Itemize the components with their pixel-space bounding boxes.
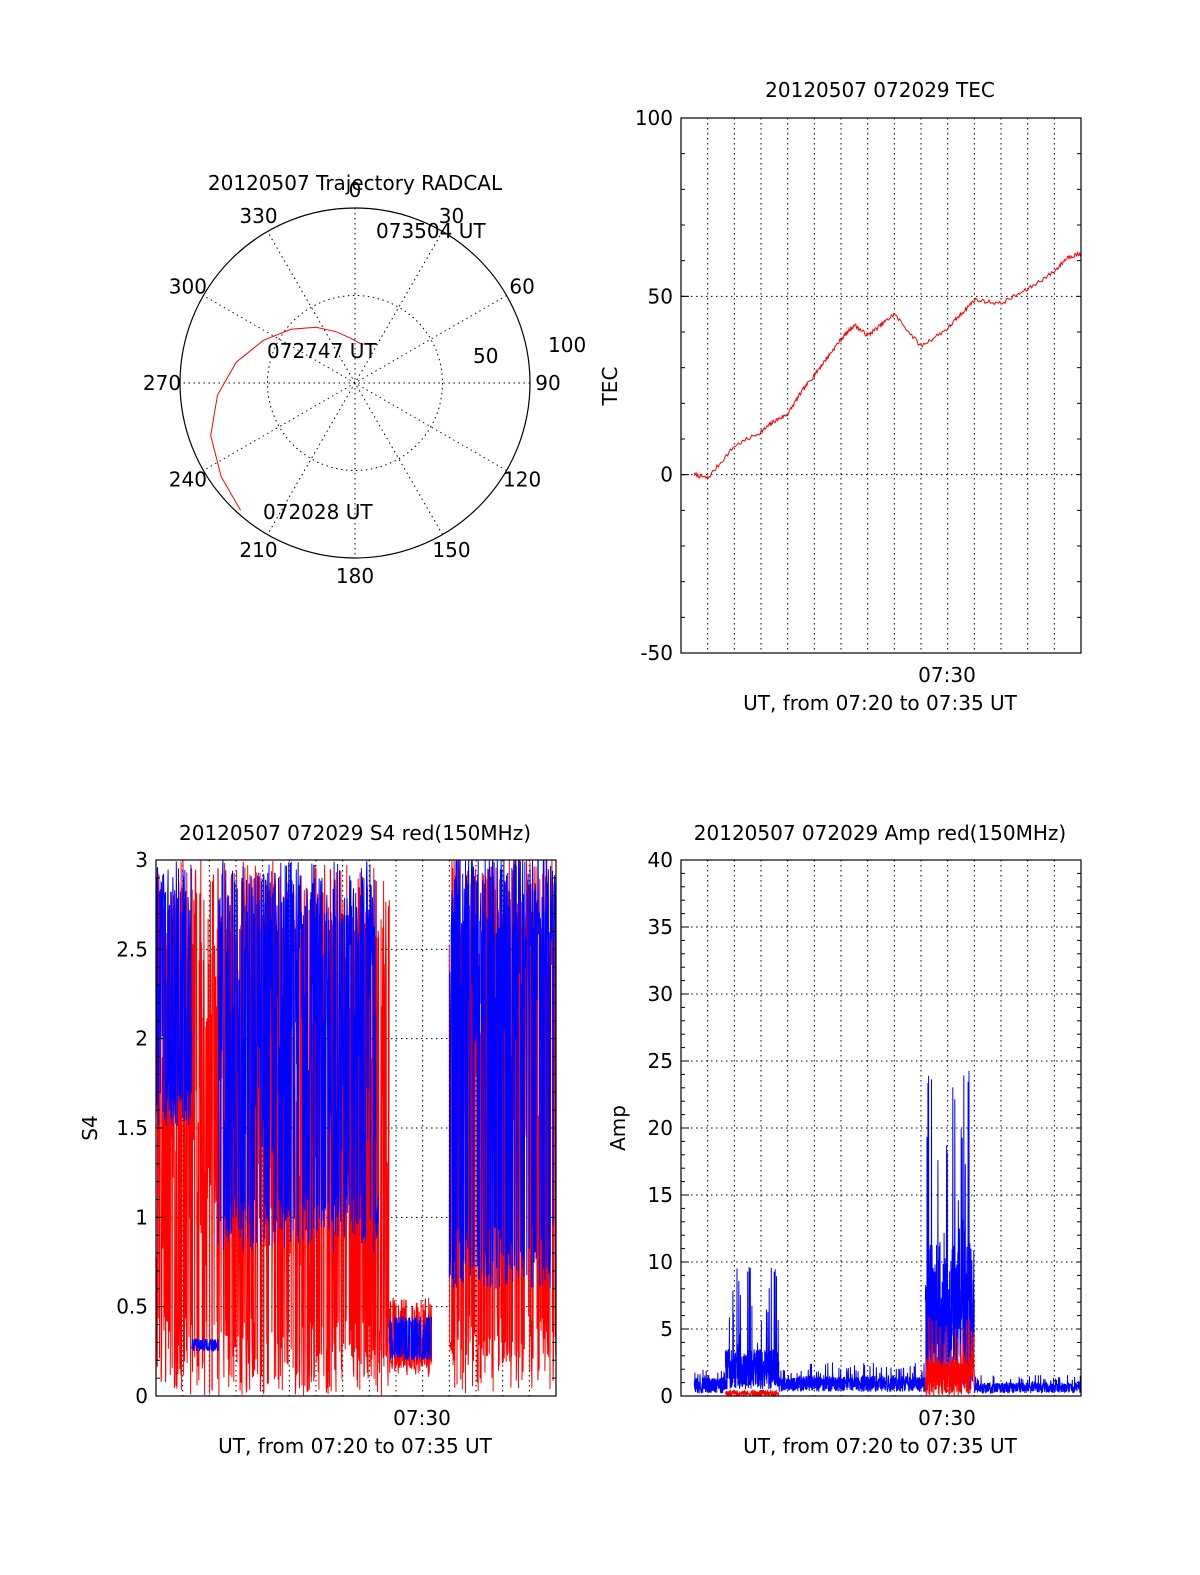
polar-angle-label: 270 [143, 371, 181, 395]
s4-x-tick-label: 07:30 [393, 1406, 451, 1430]
polar-angle-label: 30 [439, 204, 464, 228]
trajectory-end-time: 073504 UT [376, 219, 486, 243]
s4-title: 20120507 072029 S4 red(150MHz) [179, 821, 531, 845]
y-tick-label: 25 [648, 1049, 673, 1073]
polar-angle-label: 0 [349, 178, 362, 202]
amp-series-blue [693, 1070, 1082, 1395]
polar-inner-ring [267, 295, 443, 471]
y-tick-label: 50 [648, 284, 673, 308]
polar-angle-label: 300 [169, 275, 207, 299]
tec-plot: 20120507 072029 TEC -50 0 50 100 07:30 UT, … [598, 78, 1082, 715]
amp-x-tick-label: 07:30 [918, 1406, 976, 1430]
trajectory-start-time: 072028 UT [263, 500, 373, 524]
y-tick-label: 0 [135, 1384, 148, 1408]
s4-x-axis-label: UT, from 07:20 to 07:35 UT [218, 1434, 493, 1458]
tec-frame [680, 117, 1082, 654]
polar-angle-label: 180 [336, 564, 374, 588]
amp-x-axis-label: UT, from 07:20 to 07:35 UT [743, 1434, 1018, 1458]
tec-grid [681, 118, 1081, 653]
amp-plot: 20120507 072029 Amp red(150MHz) 0 5 10 15 20… [606, 821, 1082, 1458]
y-tick-label: 3 [135, 848, 148, 872]
y-tick-label: 1.5 [116, 1116, 148, 1140]
s4-series-blue [155, 858, 557, 1361]
polar-angle-labels: 0 30 60 90 120 150 180 210 240 270 300 330 [143, 178, 561, 588]
polar-angle-label: 240 [169, 468, 207, 492]
polar-angle-label: 120 [503, 468, 541, 492]
amp-series-red [724, 1317, 975, 1398]
s4-y-ticks: 0 0.5 1 1.5 2 2.5 3 [116, 848, 556, 1408]
polar-outer-ring [179, 207, 531, 559]
y-tick-label: 0 [660, 463, 673, 487]
y-tick-label: 1 [135, 1205, 148, 1229]
polar-angle-label: 90 [535, 371, 560, 395]
tec-y-ticks: -50 0 50 100 [635, 106, 1081, 665]
polar-angle-label: 210 [239, 538, 277, 562]
trajectory-polar-plot: 20120507 Trajectory RADCAL 0 30 60 90 120 150… [143, 171, 586, 588]
y-tick-label: -50 [640, 641, 673, 665]
amp-grid [681, 860, 1081, 1396]
polar-radial-label-100: 100 [548, 333, 586, 357]
y-tick-label: 2.5 [116, 937, 148, 961]
polar-angle-label: 330 [239, 204, 277, 228]
y-tick-label: 10 [648, 1250, 673, 1274]
polar-grid [180, 208, 530, 558]
amp-y-ticks: 0 5 10 15 20 25 30 35 40 [648, 848, 1081, 1408]
y-tick-label: 40 [648, 848, 673, 872]
y-tick-label: 0 [660, 1384, 673, 1408]
trajectory-mid-time: 072747 UT [267, 339, 377, 363]
y-tick-label: 30 [648, 982, 673, 1006]
y-tick-label: 20 [648, 1116, 673, 1140]
trajectory-track-line [210, 326, 364, 511]
y-tick-label: 0.5 [116, 1295, 148, 1319]
y-tick-label: 2 [135, 1027, 148, 1051]
tec-series-line [693, 250, 1082, 481]
s4-y-axis-label: S4 [78, 1115, 102, 1140]
y-tick-label: 35 [648, 915, 673, 939]
tec-x-tick-label: 07:30 [918, 663, 976, 687]
tec-x-axis-label: UT, from 07:20 to 07:35 UT [743, 691, 1018, 715]
s4-plot: 20120507 072029 S4 red(150MHz) 0 0.5 1 1.5 2… [78, 821, 557, 1458]
trajectory-title: 20120507 Trajectory RADCAL [208, 171, 503, 195]
polar-angle-label: 150 [432, 538, 470, 562]
s4-series [155, 858, 557, 1397]
y-tick-label: 15 [648, 1183, 673, 1207]
amp-series [693, 1070, 1082, 1398]
polar-angle-label: 60 [509, 275, 534, 299]
y-tick-label: 5 [660, 1317, 673, 1341]
polar-radial-label-50: 50 [473, 344, 498, 368]
y-tick-label: 100 [635, 106, 673, 130]
amp-title: 20120507 072029 Amp red(150MHz) [694, 821, 1066, 845]
amp-y-axis-label: Amp [606, 1105, 630, 1151]
polar-spoke [267, 231, 443, 535]
tec-title: 20120507 072029 TEC [765, 78, 995, 102]
tec-y-axis-label: TEC [598, 367, 622, 407]
